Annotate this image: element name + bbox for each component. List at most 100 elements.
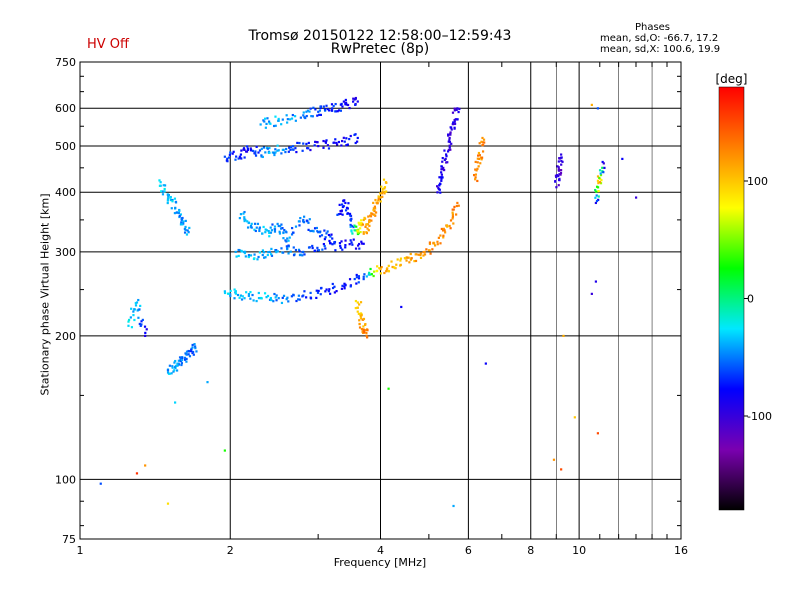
data-point — [170, 372, 173, 375]
data-point — [177, 359, 180, 362]
data-point — [275, 251, 278, 254]
data-point — [243, 297, 246, 300]
data-point — [476, 167, 479, 170]
data-point — [378, 267, 381, 270]
data-point — [268, 235, 271, 238]
data-point — [344, 201, 347, 205]
y-axis-label: Stationary phase Virtual Height [km] — [38, 193, 52, 396]
data-point — [383, 192, 386, 195]
data-point — [309, 296, 312, 299]
data-point — [268, 298, 272, 301]
data-point — [266, 253, 269, 257]
data-point — [444, 231, 447, 234]
data-point — [173, 369, 176, 372]
data-point — [144, 334, 147, 338]
data-point — [253, 228, 256, 231]
data-point — [348, 212, 352, 215]
data-point — [330, 109, 333, 112]
data-point — [387, 270, 391, 273]
data-point — [596, 186, 600, 189]
data-point — [440, 227, 443, 231]
data-point — [351, 243, 354, 246]
data-point — [476, 157, 479, 160]
data-point — [369, 267, 372, 271]
data-point — [271, 151, 274, 154]
data-point — [336, 213, 339, 216]
data-point — [442, 234, 445, 237]
data-point — [423, 250, 426, 254]
data-point — [308, 110, 311, 113]
data-point — [434, 244, 437, 247]
data-point — [180, 359, 183, 362]
data-point — [302, 111, 305, 114]
data-point — [243, 210, 246, 214]
data-point — [377, 195, 380, 198]
data-point — [183, 356, 187, 359]
data-point — [290, 233, 294, 236]
data-point — [234, 290, 237, 293]
data-point — [440, 171, 443, 174]
data-point — [315, 226, 318, 230]
data-point — [347, 202, 350, 205]
data-point — [455, 213, 458, 216]
data-point — [318, 109, 322, 112]
data-point — [267, 120, 271, 123]
phases-heading: Phases — [634, 22, 671, 33]
data-point — [129, 316, 132, 319]
data-point — [419, 252, 422, 255]
data-point — [139, 304, 142, 307]
data-point — [333, 285, 336, 288]
data-point — [260, 147, 263, 150]
data-point — [177, 362, 180, 365]
data-point — [320, 286, 323, 290]
data-point — [413, 260, 416, 263]
data-point — [453, 119, 456, 122]
data-point — [354, 306, 357, 310]
data-point — [144, 464, 147, 467]
data-point — [242, 147, 246, 150]
data-point — [166, 199, 169, 202]
data-point — [368, 218, 371, 222]
data-point — [621, 157, 624, 161]
data-point — [428, 249, 431, 252]
data-point — [233, 288, 236, 291]
data-point — [238, 249, 241, 252]
data-point — [307, 221, 310, 224]
data-point — [362, 232, 365, 235]
data-point — [454, 118, 457, 121]
data-point — [372, 207, 375, 210]
data-point — [169, 198, 172, 202]
data-point — [328, 288, 331, 291]
x-tick-label: 1 — [77, 544, 84, 557]
data-point — [558, 177, 561, 180]
data-point — [246, 145, 249, 148]
data-point — [243, 219, 246, 223]
data-point — [223, 155, 226, 158]
data-point — [184, 219, 187, 223]
data-point — [316, 114, 319, 117]
data-point — [180, 217, 183, 220]
data-point — [260, 297, 263, 300]
data-point — [163, 184, 167, 187]
data-point — [333, 291, 336, 294]
data-point — [360, 242, 364, 245]
data-point — [173, 212, 177, 215]
data-point — [450, 128, 453, 131]
data-point — [305, 219, 308, 222]
data-point — [561, 160, 564, 163]
x-tick-label: 10 — [572, 544, 586, 557]
data-point — [355, 225, 358, 228]
data-point — [557, 184, 560, 187]
data-point — [266, 147, 269, 150]
data-point — [324, 109, 327, 112]
y-tick-label: 100 — [55, 473, 76, 486]
data-point — [364, 329, 367, 332]
data-point — [343, 287, 346, 290]
data-point — [594, 280, 598, 283]
data-point — [356, 244, 360, 247]
data-point — [138, 308, 141, 311]
data-point — [554, 180, 557, 183]
data-point — [599, 172, 602, 175]
data-point — [603, 166, 606, 170]
data-point — [274, 296, 277, 299]
